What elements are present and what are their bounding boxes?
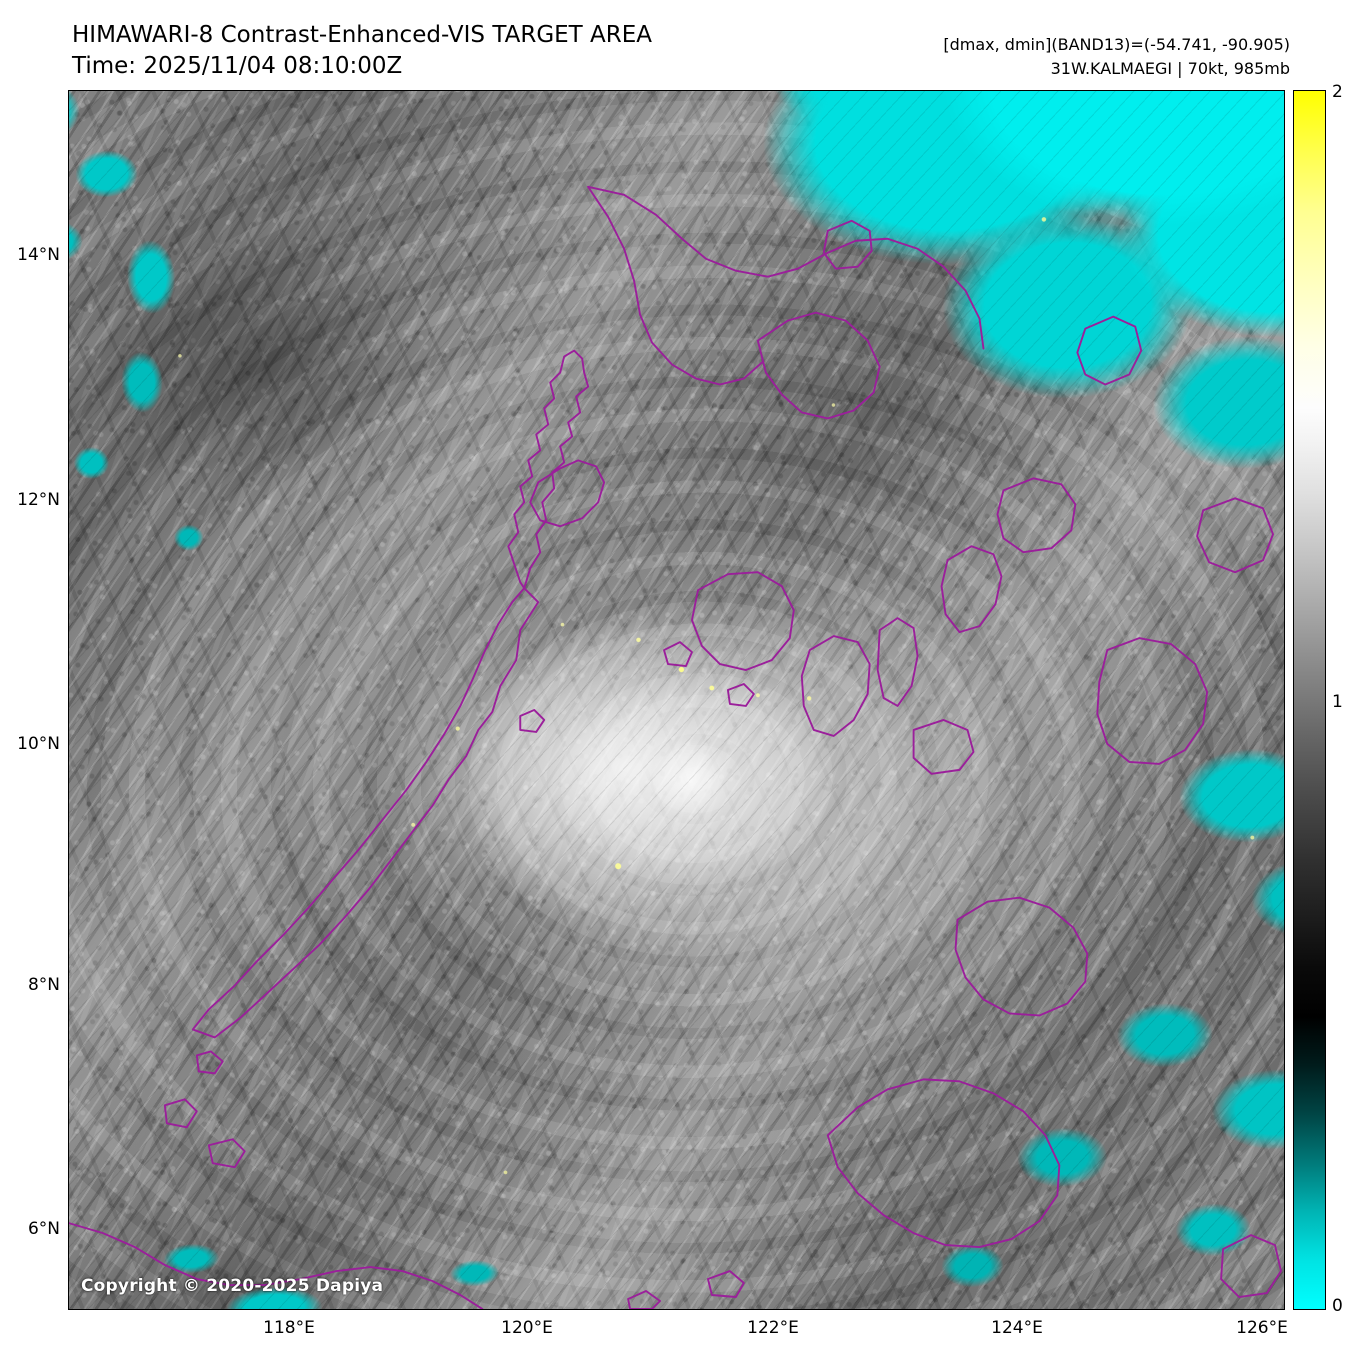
page-title: HIMAWARI-8 Contrast-Enhanced-VIS TARGET … bbox=[72, 22, 653, 48]
coastline-overlay bbox=[69, 91, 1284, 1309]
coastline-se-island bbox=[1197, 498, 1273, 572]
coastline-islet-s2 bbox=[708, 1271, 744, 1297]
colorbar-tick-2: 2 bbox=[1332, 82, 1343, 102]
y-axis-tick-6n: 6°N bbox=[27, 1219, 60, 1239]
coastline-luzon-west bbox=[588, 187, 762, 385]
coastline-island-n1 bbox=[1077, 317, 1141, 385]
coastline-samar bbox=[997, 478, 1075, 552]
coastline-leyte bbox=[942, 546, 1002, 632]
coastline-islet-c1 bbox=[664, 642, 692, 666]
y-axis-tick-8n: 8°N bbox=[27, 975, 60, 995]
coastline-luzon-bicol bbox=[758, 313, 880, 419]
dminmax-label: [dmax, dmin](BAND13)=(-54.741, -90.905) bbox=[943, 35, 1290, 54]
x-axis-tick-118e: 118°E bbox=[263, 1318, 315, 1338]
x-axis-tick-120e: 120°E bbox=[501, 1318, 553, 1338]
satellite-image-plot[interactable]: Copyright © 2020-2025 Dapiya bbox=[68, 90, 1285, 1310]
coastline-palawan-north bbox=[508, 351, 588, 589]
coastline-palawan bbox=[193, 588, 538, 1037]
coastline-island-n2 bbox=[824, 221, 872, 269]
colorbar[interactable] bbox=[1293, 90, 1326, 1310]
coastline-islet-c2 bbox=[728, 684, 754, 706]
header-meta-block: [dmax, dmin](BAND13)=(-54.741, -90.905) … bbox=[943, 33, 1290, 81]
copyright-label: Copyright © 2020-2025 Dapiya bbox=[81, 1276, 384, 1296]
storm-info-label: 31W.KALMAEGI | 70kt, 985mb bbox=[1050, 59, 1290, 78]
y-axis-tick-10n: 10°N bbox=[17, 734, 60, 754]
colorbar-tick-0: 0 bbox=[1332, 1296, 1343, 1316]
colorbar-tick-1: 1 bbox=[1332, 692, 1343, 712]
coastline-mindanao bbox=[828, 1079, 1060, 1247]
coastline-cebu bbox=[878, 618, 918, 706]
coastline-islet-s1 bbox=[628, 1291, 660, 1309]
y-axis-tick-12n: 12°N bbox=[17, 490, 60, 510]
coastline-negros bbox=[802, 636, 870, 736]
coastline-mindanao-east bbox=[1097, 638, 1207, 764]
timestamp-label: Time: 2025/11/04 08:10:00Z bbox=[72, 53, 403, 79]
coastline-mindanao-north bbox=[956, 898, 1088, 1016]
coastline-borneo bbox=[69, 1223, 482, 1309]
coastline-small-island-1 bbox=[197, 1051, 223, 1073]
x-axis-tick-126e: 126°E bbox=[1236, 1318, 1288, 1338]
coastline-se-tip bbox=[1221, 1235, 1281, 1297]
coastline-small-island-2 bbox=[165, 1099, 197, 1127]
y-axis-tick-14n: 14°N bbox=[17, 245, 60, 265]
coastline-islet-c3 bbox=[520, 710, 544, 732]
header-title-block: HIMAWARI-8 Contrast-Enhanced-VIS TARGET … bbox=[72, 20, 652, 82]
coastline-bohol bbox=[914, 720, 974, 774]
x-axis-tick-124e: 124°E bbox=[991, 1318, 1043, 1338]
coastline-luzon-main bbox=[588, 187, 983, 349]
coastline-panay bbox=[692, 572, 794, 670]
coastline-mindoro bbox=[530, 460, 604, 526]
x-axis-tick-122e: 122°E bbox=[747, 1318, 799, 1338]
coastline-small-island-3 bbox=[209, 1139, 245, 1167]
